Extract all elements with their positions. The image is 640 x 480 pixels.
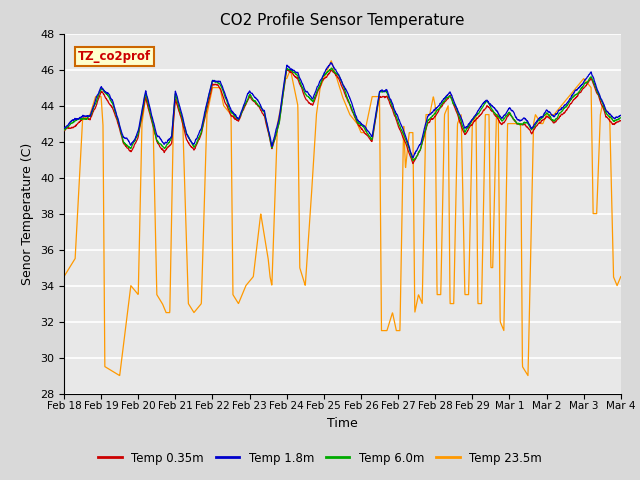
- Legend: Temp 0.35m, Temp 1.8m, Temp 6.0m, Temp 23.5m: Temp 0.35m, Temp 1.8m, Temp 6.0m, Temp 2…: [93, 447, 547, 469]
- Y-axis label: Senor Temperature (C): Senor Temperature (C): [22, 143, 35, 285]
- X-axis label: Time: Time: [327, 417, 358, 430]
- Text: TZ_co2prof: TZ_co2prof: [78, 50, 151, 63]
- Title: CO2 Profile Sensor Temperature: CO2 Profile Sensor Temperature: [220, 13, 465, 28]
